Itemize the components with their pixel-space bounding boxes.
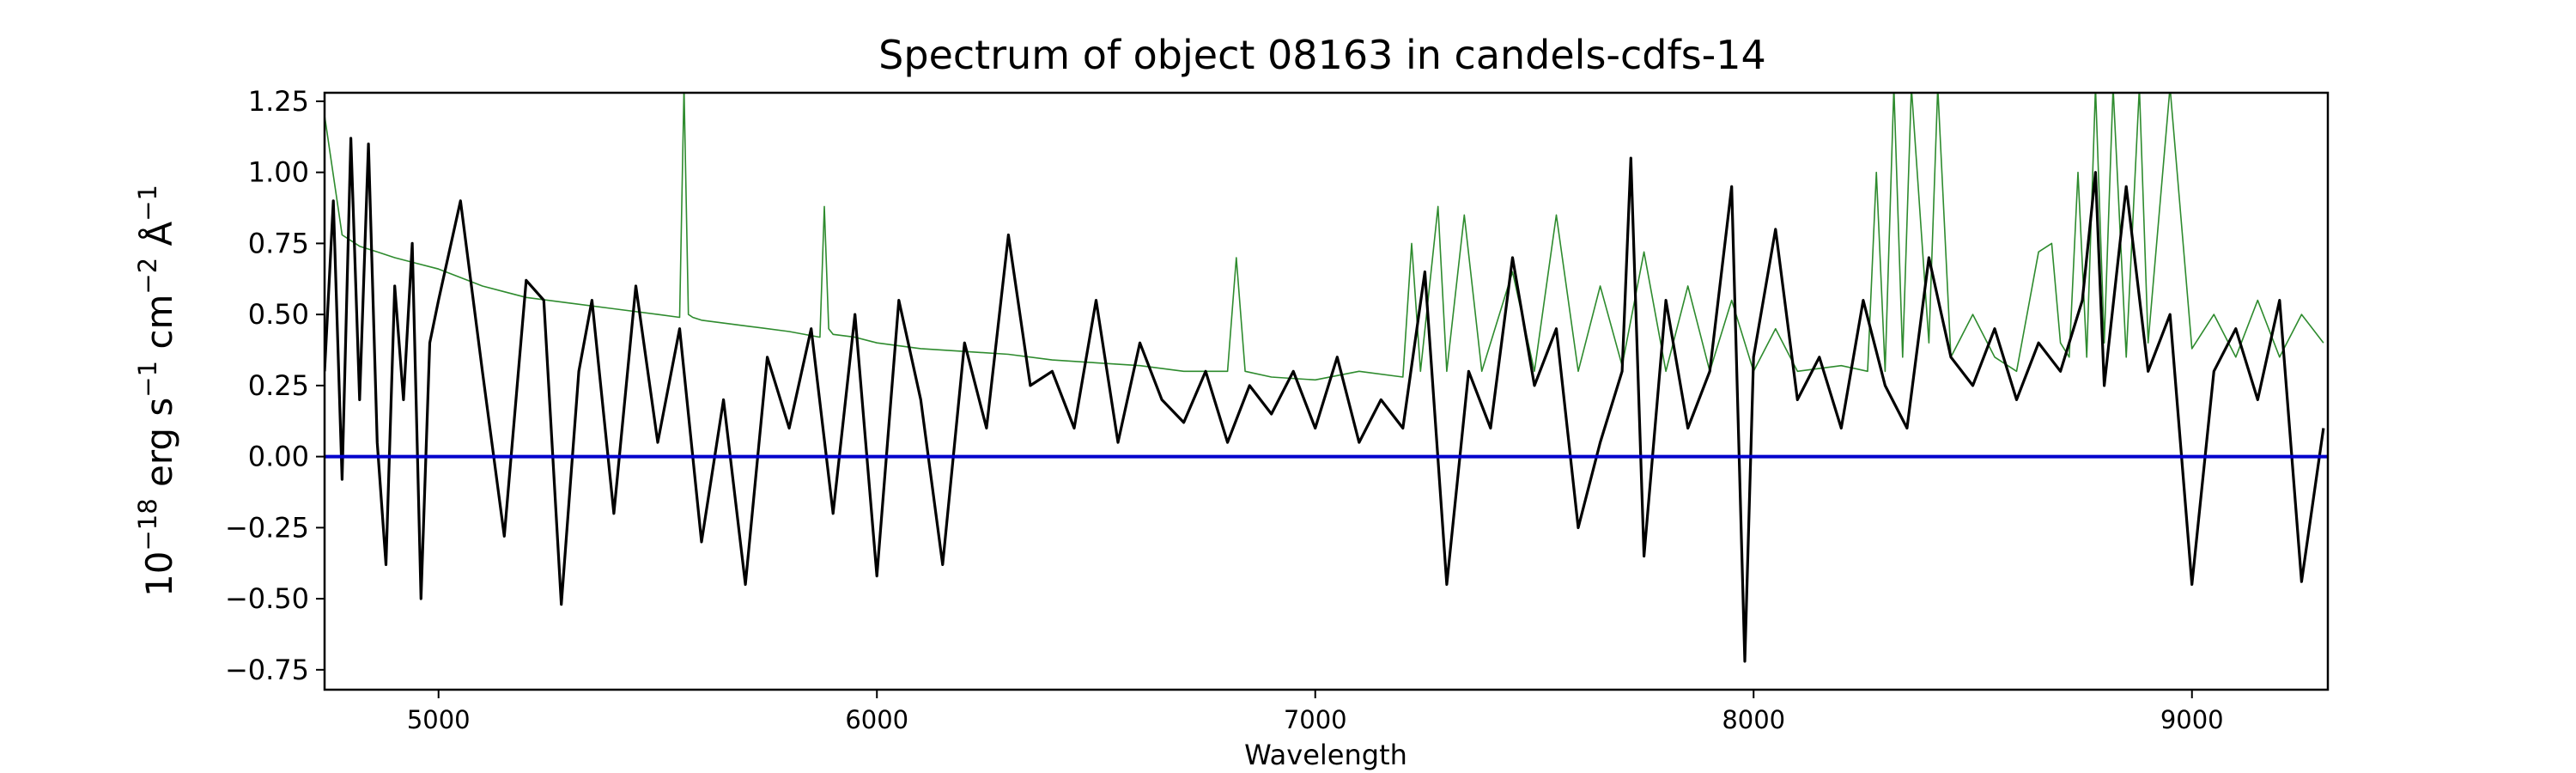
y-tick-label: 1.00 bbox=[248, 156, 309, 189]
flux-series-line bbox=[325, 137, 2325, 663]
x-tick-label: 6000 bbox=[845, 705, 908, 734]
x-axis-label: Wavelength bbox=[1244, 739, 1407, 771]
y-axis: −0.75 −0.50 −0.25 0.00 0.25 0.50 0.75 1.00 1.25 bbox=[225, 85, 325, 686]
plot-area bbox=[325, 93, 2328, 663]
y-tick-label: 1.25 bbox=[248, 85, 309, 118]
y-tick-label: −0.75 bbox=[225, 654, 309, 686]
y-tick-label: 0.00 bbox=[248, 441, 309, 473]
y-tick-label: 0.25 bbox=[248, 369, 309, 402]
x-tick-label: 9000 bbox=[2160, 705, 2224, 734]
y-tick-label: 0.75 bbox=[248, 227, 309, 259]
y-tick-label: 0.50 bbox=[248, 298, 309, 331]
y-axis-label: 10−18 erg s−1 cm−2 Å−1 bbox=[133, 185, 180, 597]
noise-series-line bbox=[325, 93, 2324, 381]
x-tick-label: 5000 bbox=[407, 705, 471, 734]
y-tick-label: −0.25 bbox=[225, 511, 309, 544]
chart-title: Spectrum of object 08163 in candels-cdfs… bbox=[878, 32, 1766, 78]
plot-frame bbox=[323, 91, 2330, 691]
y-tick-label: −0.50 bbox=[225, 582, 309, 615]
x-tick-label: 7000 bbox=[1284, 705, 1347, 734]
x-axis: 5000 6000 7000 8000 9000 bbox=[407, 690, 2224, 734]
x-tick-label: 8000 bbox=[1722, 705, 1785, 734]
